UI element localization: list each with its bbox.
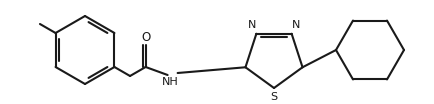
- Text: NH: NH: [162, 77, 179, 87]
- Text: O: O: [141, 30, 150, 43]
- Text: S: S: [270, 92, 278, 102]
- Text: N: N: [248, 20, 256, 30]
- Text: N: N: [292, 20, 300, 30]
